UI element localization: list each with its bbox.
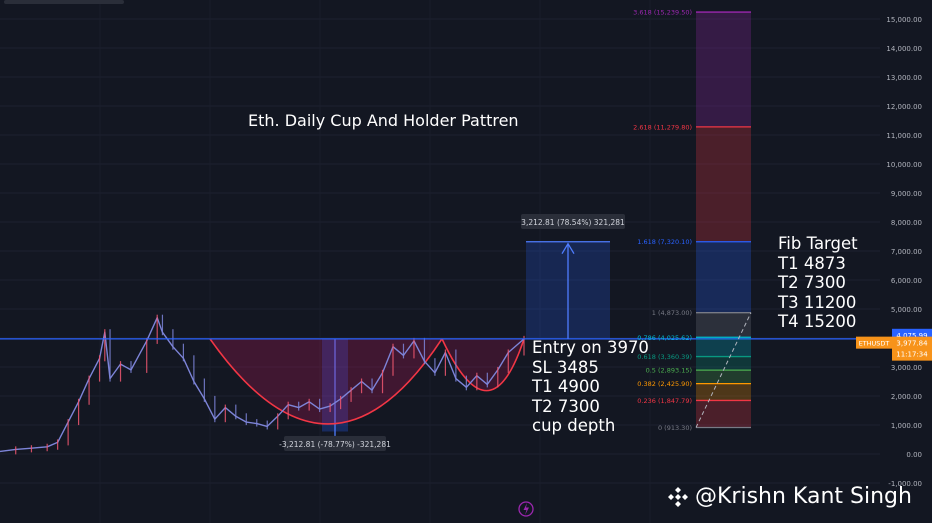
chart-title-annotation: Eth. Daily Cup And Holder Pattren bbox=[248, 111, 519, 130]
price-line bbox=[0, 317, 525, 453]
y-tick-label-12: 3,000.00 bbox=[891, 364, 922, 372]
fib-target-heading: Fib Target bbox=[778, 234, 858, 253]
fib-band-6 bbox=[696, 241, 751, 313]
fib-target-annotation: Fib Target T1 4873 T2 7300 T3 11200 T4 1… bbox=[778, 234, 858, 332]
cup-fill bbox=[210, 338, 442, 424]
fib-target-t3: T3 11200 bbox=[778, 292, 857, 312]
y-tick-label-5: 10,000.00 bbox=[886, 161, 922, 169]
measure-up-box: 3,212.81 (78.54%) 321,281 bbox=[521, 214, 625, 339]
trade-line-t1: T1 4900 bbox=[532, 377, 600, 396]
price-badges: 4,075.99 ETHUSDT 3,977.84 11:17:34 bbox=[856, 328, 932, 361]
fib-level-label-3: 0.5 (2,893.15) bbox=[646, 367, 692, 375]
y-tick-label-15: 0.00 bbox=[906, 451, 922, 459]
y-tick-label-6: 9,000.00 bbox=[891, 190, 922, 198]
measure-up-label-box bbox=[521, 214, 625, 229]
cup-curve bbox=[209, 338, 443, 425]
lightning-icon[interactable] bbox=[518, 501, 534, 517]
fib-level-label-7: 1.618 (7,320.10) bbox=[637, 238, 692, 246]
price-badge-symbol-box bbox=[856, 336, 892, 349]
measure-down-label-box bbox=[284, 436, 386, 451]
y-tick-label-14: 1,000.00 bbox=[891, 422, 922, 430]
fib-band-2 bbox=[696, 370, 751, 384]
fib-level-label-4: 0.618 (3,360.39) bbox=[637, 353, 692, 361]
fib-level-label-0: 0 (913.30) bbox=[658, 424, 692, 432]
y-tick-label-0: 15,000.00 bbox=[886, 16, 922, 24]
fib-level-label-2: 0.382 (2,425.90) bbox=[637, 380, 692, 388]
price-axis[interactable]: 15,000.00 14,000.00 13,000.00 12,000.00 11,0… bbox=[886, 16, 922, 488]
diamond-logo-icon bbox=[668, 486, 688, 507]
fib-band-3 bbox=[696, 356, 751, 371]
fib-target-t4: T4 15200 bbox=[778, 312, 857, 331]
fib-band-7 bbox=[696, 126, 751, 242]
fib-target-t1: T1 4873 bbox=[778, 253, 846, 273]
handle-curve bbox=[441, 338, 525, 392]
y-tick-label-7: 8,000.00 bbox=[891, 219, 922, 227]
author-watermark: @Krishn Kant Singh bbox=[667, 484, 912, 509]
y-tick-label-8: 7,000.00 bbox=[891, 248, 922, 256]
y-tick-label-1: 14,000.00 bbox=[886, 45, 922, 53]
top-left-toolbar-text bbox=[4, 0, 124, 4]
fib-band-1 bbox=[696, 383, 751, 401]
fib-extension[interactable]: 0 (913.30) 0.236 (1,847.79) 0.382 (2,425.9… bbox=[633, 9, 752, 432]
fib-level-label-5: 0.786 (4,025.62) bbox=[637, 334, 692, 342]
trade-line-entry: Entry on 3970 bbox=[532, 338, 649, 357]
watermark-text: @Krishn Kant Singh bbox=[695, 484, 912, 509]
measure-up-arrow-head bbox=[561, 242, 575, 255]
fib-band-8 bbox=[696, 12, 751, 127]
fib-trend-line bbox=[695, 312, 752, 428]
cup-and-handle-shapes bbox=[209, 338, 525, 425]
fib-band-0 bbox=[696, 400, 751, 428]
price-series bbox=[0, 314, 525, 455]
fib-band-5 bbox=[696, 312, 751, 338]
price-badge-symbol: ETHUSDT bbox=[859, 340, 890, 348]
handle-fill bbox=[442, 338, 524, 391]
price-badge-last-box bbox=[892, 336, 932, 361]
y-tick-label-9: 6,000.00 bbox=[891, 277, 922, 285]
trade-setup-annotation: Entry on 3970 SL 3485 T1 4900 T2 7300 cu… bbox=[532, 338, 649, 436]
fib-level-label-6: 1 (4,873.00) bbox=[652, 309, 692, 317]
trade-line-sl: SL 3485 bbox=[532, 357, 599, 377]
y-tick-label-2: 13,000.00 bbox=[886, 74, 922, 82]
y-tick-label-16: -1,000.00 bbox=[888, 480, 922, 488]
y-tick-label-10: 5,000.00 bbox=[891, 306, 922, 314]
trade-line-cup-depth: cup depth bbox=[532, 416, 616, 435]
measure-up-label: 3,212.81 (78.54%) 321,281 bbox=[521, 218, 625, 227]
fib-target-t2: T2 7300 bbox=[778, 273, 846, 292]
price-badge-current: 4,075.99 bbox=[896, 332, 927, 340]
fib-level-label-1: 0.236 (1,847.79) bbox=[637, 397, 692, 405]
y-tick-label-4: 11,000.00 bbox=[886, 132, 922, 140]
measure-down-label: -3,212.81 (-78.77%) -321,281 bbox=[279, 440, 391, 449]
fib-level-label-8: 2.618 (11,279.80) bbox=[633, 123, 692, 131]
y-tick-label-3: 12,000.00 bbox=[886, 103, 922, 111]
price-badge-countdown: 11:17:34 bbox=[896, 351, 928, 359]
price-badge-last: 3,977.84 bbox=[896, 340, 928, 348]
fib-level-label-9: 3.618 (15,239.50) bbox=[633, 9, 692, 17]
trade-line-t2: T2 7300 bbox=[532, 396, 600, 416]
y-tick-label-13: 2,000.00 bbox=[891, 393, 922, 401]
measure-down-box: -3,212.81 (-78.77%) -321,281 bbox=[279, 338, 391, 451]
fib-band-4 bbox=[696, 337, 751, 357]
